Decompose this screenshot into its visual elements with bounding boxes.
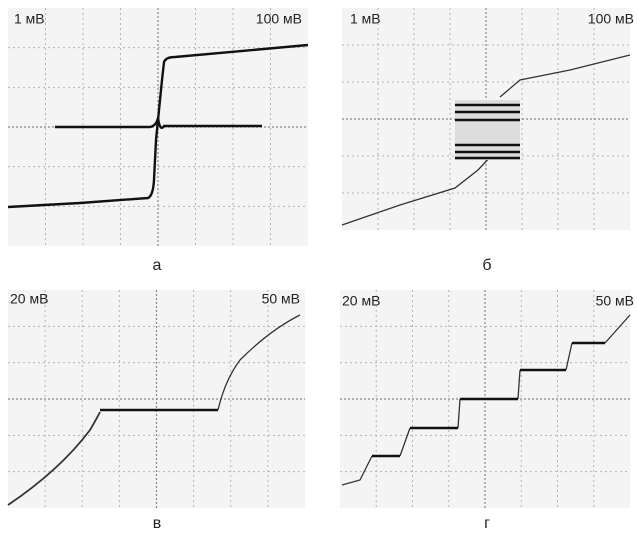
figure: 1 мВ 100 мВ а 1 мВ 100 мВ б 20 мВ 50 мВ … (0, 0, 637, 533)
page: {"panels": [ {"left_label": "1 мВ", "rig… (0, 0, 637, 533)
right-label: 100 мВ (588, 11, 634, 27)
caption: б (482, 257, 491, 274)
grids (8, 8, 630, 508)
caption: в (153, 515, 162, 532)
left-label: 1 мВ (350, 11, 381, 27)
right-label: 50 мВ (596, 293, 634, 309)
right-label: 50 мВ (262, 291, 300, 307)
caption: а (153, 257, 162, 274)
right-label: 100 мВ (256, 11, 302, 27)
left-label: 20 мВ (10, 291, 48, 307)
left-label: 20 мВ (342, 293, 380, 309)
caption: г (484, 515, 490, 532)
left-label: 1 мВ (14, 11, 45, 27)
